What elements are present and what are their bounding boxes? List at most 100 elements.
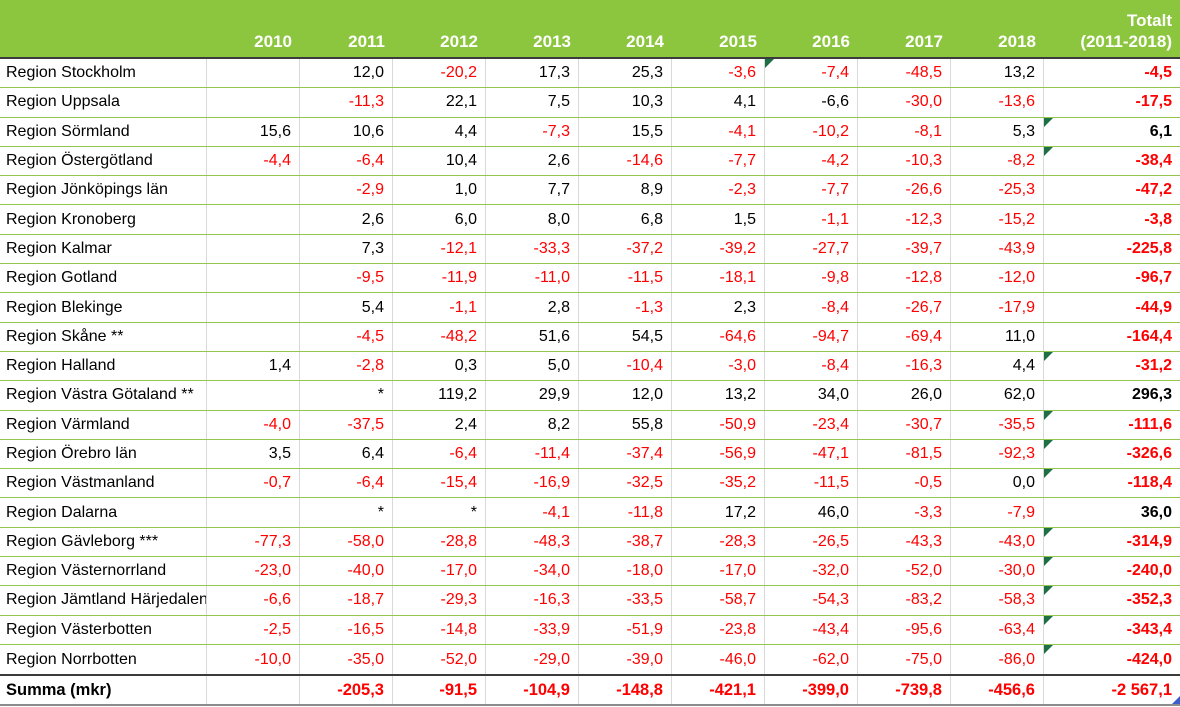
total-cell[interactable]: -4,5 bbox=[1044, 59, 1180, 87]
total-cell[interactable]: -3,8 bbox=[1044, 205, 1180, 233]
region-name-cell[interactable]: Region Halland bbox=[0, 351, 207, 381]
value-cell[interactable]: -421,1 bbox=[672, 676, 765, 705]
value-cell[interactable]: -8,4 bbox=[765, 351, 858, 381]
value-cell[interactable]: -8,1 bbox=[858, 117, 951, 146]
value-cell[interactable]: -33,3 bbox=[486, 234, 579, 264]
header-year-cell[interactable]: 2018 bbox=[951, 0, 1044, 57]
value-cell[interactable]: 12,0 bbox=[579, 381, 672, 410]
value-cell[interactable]: -52,0 bbox=[858, 557, 951, 586]
region-name-cell[interactable]: Summa (mkr) bbox=[0, 676, 207, 705]
value-cell[interactable]: * bbox=[393, 498, 486, 527]
value-cell[interactable]: -205,3 bbox=[300, 676, 393, 705]
value-cell[interactable]: -18,1 bbox=[672, 264, 765, 293]
value-cell[interactable] bbox=[207, 293, 300, 322]
region-name-cell[interactable]: Region Jönköpings län bbox=[0, 176, 207, 205]
value-cell[interactable]: -40,0 bbox=[300, 557, 393, 586]
value-cell[interactable]: -52,0 bbox=[393, 644, 486, 675]
value-cell[interactable]: 26,0 bbox=[858, 381, 951, 410]
region-name-cell[interactable]: Region Dalarna bbox=[0, 498, 207, 527]
value-cell[interactable]: 6,0 bbox=[393, 205, 486, 234]
value-cell[interactable]: 8,9 bbox=[579, 176, 672, 205]
value-cell[interactable]: -1,1 bbox=[393, 293, 486, 322]
header-year-cell[interactable]: 2014 bbox=[579, 0, 672, 57]
value-cell[interactable]: -47,1 bbox=[765, 439, 858, 469]
value-cell[interactable]: -14,8 bbox=[393, 615, 486, 644]
value-cell[interactable]: -39,0 bbox=[579, 644, 672, 675]
value-cell[interactable]: -81,5 bbox=[858, 439, 951, 469]
value-cell[interactable]: -2,3 bbox=[672, 176, 765, 205]
value-cell[interactable]: -64,6 bbox=[672, 322, 765, 351]
value-cell[interactable]: -29,0 bbox=[486, 644, 579, 675]
region-name-cell[interactable]: Region Sörmland bbox=[0, 117, 207, 146]
value-cell[interactable] bbox=[207, 264, 300, 293]
value-cell[interactable]: -10,3 bbox=[858, 146, 951, 176]
value-cell[interactable]: 17,2 bbox=[672, 498, 765, 527]
value-cell[interactable]: 2,6 bbox=[486, 146, 579, 176]
value-cell[interactable]: -15,4 bbox=[393, 469, 486, 498]
value-cell[interactable]: -10,4 bbox=[579, 351, 672, 381]
value-cell[interactable]: 7,7 bbox=[486, 176, 579, 205]
value-cell[interactable]: -6,6 bbox=[207, 586, 300, 615]
value-cell[interactable]: 10,6 bbox=[300, 117, 393, 146]
total-cell[interactable]: -96,7 bbox=[1044, 264, 1180, 292]
value-cell[interactable]: -7,7 bbox=[765, 176, 858, 205]
total-cell[interactable]: -118,4 bbox=[1044, 469, 1180, 497]
value-cell[interactable]: -104,9 bbox=[486, 676, 579, 705]
value-cell[interactable]: 5,4 bbox=[300, 293, 393, 322]
value-cell[interactable]: -33,5 bbox=[579, 586, 672, 615]
value-cell[interactable]: -43,3 bbox=[858, 527, 951, 557]
value-cell[interactable]: -16,3 bbox=[858, 351, 951, 381]
value-cell[interactable]: -11,9 bbox=[393, 264, 486, 293]
region-name-cell[interactable]: Region Jämtland Härjedalen bbox=[0, 586, 207, 615]
value-cell[interactable]: -35,5 bbox=[951, 410, 1044, 439]
value-cell[interactable]: 25,3 bbox=[579, 59, 672, 88]
value-cell[interactable]: -9,5 bbox=[300, 264, 393, 293]
value-cell[interactable]: -16,3 bbox=[486, 586, 579, 615]
value-cell[interactable]: -69,4 bbox=[858, 322, 951, 351]
value-cell[interactable]: -46,0 bbox=[672, 644, 765, 675]
value-cell[interactable]: 2,3 bbox=[672, 293, 765, 322]
value-cell[interactable] bbox=[207, 176, 300, 205]
value-cell[interactable]: -39,7 bbox=[858, 234, 951, 264]
value-cell[interactable]: -17,0 bbox=[672, 557, 765, 586]
value-cell[interactable]: 2,8 bbox=[486, 293, 579, 322]
value-cell[interactable]: -33,9 bbox=[486, 615, 579, 644]
total-cell[interactable]: -314,9 bbox=[1044, 527, 1180, 556]
value-cell[interactable]: 5,0 bbox=[486, 351, 579, 381]
value-cell[interactable]: -30,0 bbox=[858, 88, 951, 117]
region-name-cell[interactable]: Region Norrbotten bbox=[0, 644, 207, 675]
value-cell[interactable]: -48,5 bbox=[858, 59, 951, 88]
value-cell[interactable]: -94,7 bbox=[765, 322, 858, 351]
total-cell[interactable]: -343,4 bbox=[1044, 615, 1180, 644]
value-cell[interactable]: 0,0 bbox=[951, 469, 1044, 498]
value-cell[interactable]: -14,6 bbox=[579, 146, 672, 176]
value-cell[interactable]: * bbox=[300, 498, 393, 527]
header-year-cell[interactable]: 2015 bbox=[672, 0, 765, 57]
value-cell[interactable]: -23,4 bbox=[765, 410, 858, 439]
value-cell[interactable] bbox=[207, 498, 300, 527]
value-cell[interactable]: 29,9 bbox=[486, 381, 579, 410]
total-cell[interactable]: -31,2 bbox=[1044, 351, 1180, 380]
value-cell[interactable]: 8,0 bbox=[486, 205, 579, 234]
value-cell[interactable]: -2,9 bbox=[300, 176, 393, 205]
value-cell[interactable]: * bbox=[300, 381, 393, 410]
value-cell[interactable] bbox=[207, 59, 300, 88]
value-cell[interactable]: -10,0 bbox=[207, 644, 300, 675]
value-cell[interactable]: -54,3 bbox=[765, 586, 858, 615]
value-cell[interactable]: 6,8 bbox=[579, 205, 672, 234]
value-cell[interactable]: -11,3 bbox=[300, 88, 393, 117]
total-cell[interactable]: -44,9 bbox=[1044, 293, 1180, 321]
region-name-cell[interactable]: Region Skåne ** bbox=[0, 322, 207, 351]
total-cell[interactable]: -38,4 bbox=[1044, 146, 1180, 175]
value-cell[interactable]: 119,2 bbox=[393, 381, 486, 410]
value-cell[interactable]: -25,3 bbox=[951, 176, 1044, 205]
total-cell[interactable]: 296,3 bbox=[1044, 381, 1180, 409]
value-cell[interactable]: 22,1 bbox=[393, 88, 486, 117]
total-cell[interactable]: -326,6 bbox=[1044, 439, 1180, 468]
value-cell[interactable]: -4,1 bbox=[486, 498, 579, 527]
value-cell[interactable]: 4,4 bbox=[951, 351, 1044, 381]
value-cell[interactable]: 2,6 bbox=[300, 205, 393, 234]
total-cell[interactable]: -2 567,1 bbox=[1044, 676, 1180, 705]
value-cell[interactable] bbox=[207, 676, 300, 705]
value-cell[interactable]: 0,3 bbox=[393, 351, 486, 381]
